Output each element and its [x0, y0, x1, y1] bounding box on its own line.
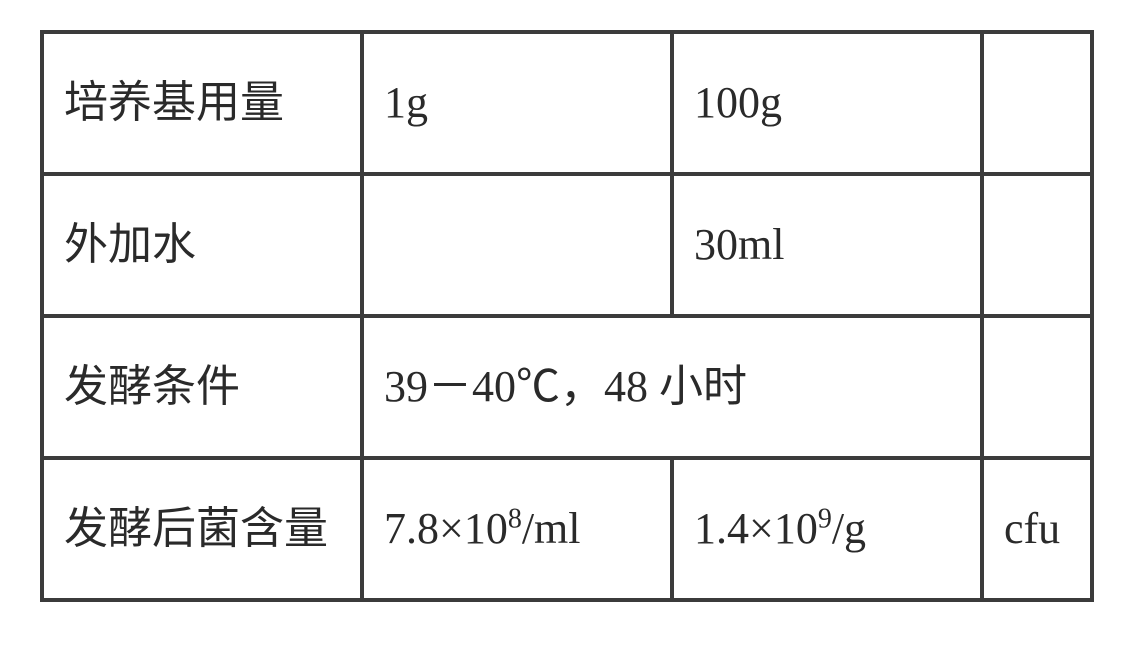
row-label: 发酵条件: [42, 316, 362, 458]
fermentation-table: 培养基用量 1g 100g 外加水 30ml 发酵条件 39－40℃，48 小时…: [40, 30, 1094, 602]
row-label: 发酵后菌含量: [42, 458, 362, 600]
cell-unit: [982, 32, 1092, 174]
cell-value: 1.4×109/g: [672, 458, 982, 600]
row-label: 培养基用量: [42, 32, 362, 174]
fermentation-table-container: 培养基用量 1g 100g 外加水 30ml 发酵条件 39－40℃，48 小时…: [40, 30, 1094, 602]
row-label: 外加水: [42, 174, 362, 316]
cell-value: 30ml: [672, 174, 982, 316]
cell-value: 1g: [362, 32, 672, 174]
cell-value: 7.8×108/ml: [362, 458, 672, 600]
table-row: 外加水 30ml: [42, 174, 1092, 316]
cell-value: 100g: [672, 32, 982, 174]
table-row: 发酵后菌含量 7.8×108/ml 1.4×109/g cfu: [42, 458, 1092, 600]
cell-unit: [982, 174, 1092, 316]
cell-merged-value: 39－40℃，48 小时: [362, 316, 982, 458]
cell-unit: cfu: [982, 458, 1092, 600]
cell-unit: [982, 316, 1092, 458]
cell-value: [362, 174, 672, 316]
table-row: 培养基用量 1g 100g: [42, 32, 1092, 174]
table-row: 发酵条件 39－40℃，48 小时: [42, 316, 1092, 458]
